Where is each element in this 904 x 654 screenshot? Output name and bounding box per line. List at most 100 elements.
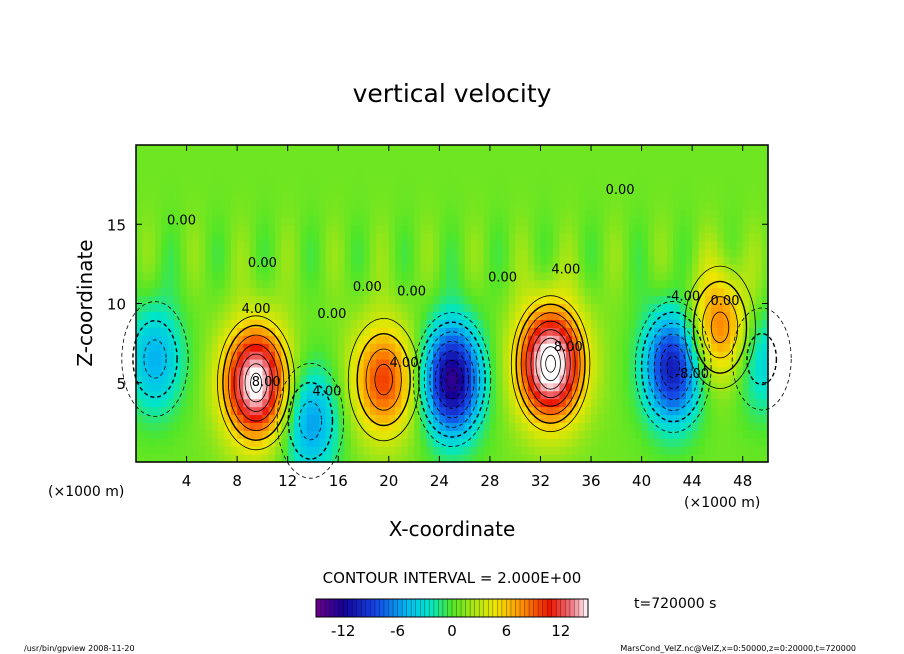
field-cell (508, 287, 516, 297)
colorbar-cell (365, 599, 371, 617)
field-cell (628, 366, 636, 376)
field-cell (167, 208, 175, 217)
field-cell (698, 232, 706, 241)
field-cell (395, 208, 403, 217)
field-cell (256, 390, 263, 400)
field-cell (344, 398, 352, 408)
field-cell (755, 446, 763, 455)
field-cell (489, 406, 497, 416)
field-cell (723, 390, 731, 400)
field-cell (717, 414, 725, 423)
field-cell (414, 200, 421, 210)
field-cell (616, 271, 624, 281)
field-cell (546, 224, 554, 233)
field-cell (439, 176, 447, 186)
field-cell (584, 176, 592, 186)
field-cell (325, 295, 333, 305)
field-cell (344, 152, 352, 162)
field-cell (603, 160, 611, 170)
field-cell (496, 208, 504, 217)
field-cell (433, 327, 440, 336)
field-cell (559, 176, 567, 186)
field-cell (363, 295, 371, 305)
field-cell (521, 390, 529, 400)
field-cell (338, 295, 346, 305)
field-cell (426, 390, 434, 400)
field-cell (477, 366, 485, 376)
field-cell (249, 438, 257, 447)
field-cell (331, 351, 339, 360)
field-cell (154, 263, 162, 273)
field-cell (275, 160, 282, 170)
field-cell (730, 382, 737, 392)
field-cell (192, 152, 200, 162)
field-cell (736, 152, 744, 162)
field-cell (218, 216, 226, 225)
field-cell (477, 406, 485, 416)
field-cell (350, 216, 358, 225)
field-cell (205, 374, 213, 384)
field-cell (546, 263, 554, 273)
field-cell (136, 351, 143, 360)
field-cell (641, 160, 649, 170)
field-cell (489, 311, 497, 320)
field-cell (610, 343, 617, 352)
field-cell (717, 145, 725, 154)
field-cell (363, 311, 371, 320)
field-cell (755, 232, 763, 241)
colorbar-frame (315, 598, 589, 618)
field-cell (388, 255, 396, 265)
field-cell (401, 366, 409, 376)
field-cell (363, 414, 371, 423)
field-cell (192, 406, 200, 416)
field-cell (319, 176, 327, 186)
field-cell (205, 358, 213, 368)
field-cell (331, 145, 339, 154)
field-cell (597, 311, 605, 320)
field-cell (489, 398, 497, 408)
field-cell (489, 248, 497, 257)
field-cell (256, 255, 263, 265)
field-cell (186, 366, 194, 376)
field-cell (148, 398, 156, 408)
field-cell (647, 176, 655, 186)
field-cell (369, 200, 377, 210)
field-cell (338, 208, 346, 217)
field-cell (761, 152, 769, 162)
field-cell (616, 382, 624, 392)
field-cell (401, 358, 409, 368)
field-cell (319, 263, 327, 273)
field-cell (660, 446, 668, 455)
field-cell (477, 351, 485, 360)
field-cell (622, 430, 630, 439)
field-cell (578, 263, 586, 273)
field-cell (420, 145, 428, 154)
field-cell (546, 366, 554, 376)
field-cell (723, 335, 731, 344)
field-cell (300, 152, 308, 162)
field-cell (635, 160, 643, 170)
field-cell (256, 446, 263, 455)
field-cell (275, 168, 282, 178)
colorbar-cell (474, 599, 480, 617)
field-cell (483, 398, 491, 408)
field-cell (420, 446, 428, 455)
field-cell (319, 168, 327, 178)
contour-line (647, 322, 699, 411)
field-cell (136, 335, 143, 344)
field-cell (256, 414, 263, 423)
field-cell (142, 240, 150, 249)
field-cell (136, 184, 143, 194)
field-cell (186, 382, 194, 392)
field-cell (268, 168, 276, 178)
field-cell (433, 438, 440, 447)
field-cell (306, 446, 314, 455)
field-cell (211, 176, 219, 186)
field-cell (319, 200, 327, 210)
field-cell (572, 446, 579, 455)
field-cell (218, 430, 226, 439)
field-cell (224, 414, 232, 423)
field-cell (527, 382, 535, 392)
field-cell (433, 351, 440, 360)
field-cell (173, 382, 181, 392)
